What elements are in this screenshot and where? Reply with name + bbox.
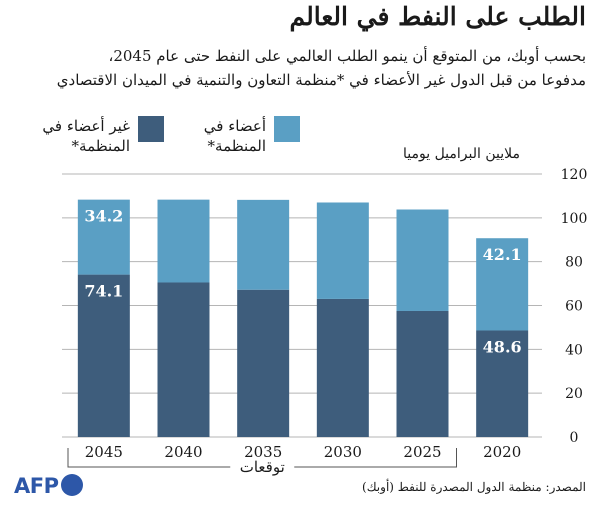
data-label-non_members-2045: 74.1 [84,282,123,301]
chart-plot: 02040608010012074.134.22045 2040 2035 2030 2… [0,0,600,508]
y-tick-label-40: 40 [565,342,583,358]
bar-members-2025 [397,210,449,311]
x-tick-label-2040: 2040 [164,443,202,461]
y-tick-label-80: 80 [565,255,583,271]
y-tick-label-100: 100 [561,211,588,227]
y-tick-label-0: 0 [570,430,579,446]
bar-members-2035 [237,200,289,290]
data-label-members-2020: 42.1 [483,245,522,264]
x-tick-label-2030: 2030 [324,443,362,461]
bar-non_members-2035 [237,290,289,437]
forecast-label: توقعات [240,458,285,476]
x-tick-label-2020: 2020 [483,443,521,461]
y-tick-label-60: 60 [565,299,583,315]
x-tick-label-2045: 2045 [85,443,123,461]
afp-logo-text: AFP [14,474,59,498]
y-tick-label-20: 20 [565,386,583,402]
y-tick-label-120: 120 [561,167,588,183]
afp-logo-dot [61,474,83,496]
data-label-non_members-2020: 48.6 [483,337,522,356]
source-note: المصدر: منظمة الدول المصدرة للنفط (أوبك) [362,480,586,494]
afp-logo: AFP [14,474,83,502]
x-tick-label-2025: 2025 [403,443,441,461]
data-label-members-2045: 34.2 [84,207,123,226]
bar-non_members-2025 [397,311,449,437]
bar-non_members-2040 [158,282,210,437]
bar-members-2040 [158,200,210,283]
bar-non_members-2030 [317,299,369,437]
bar-members-2030 [317,202,369,298]
